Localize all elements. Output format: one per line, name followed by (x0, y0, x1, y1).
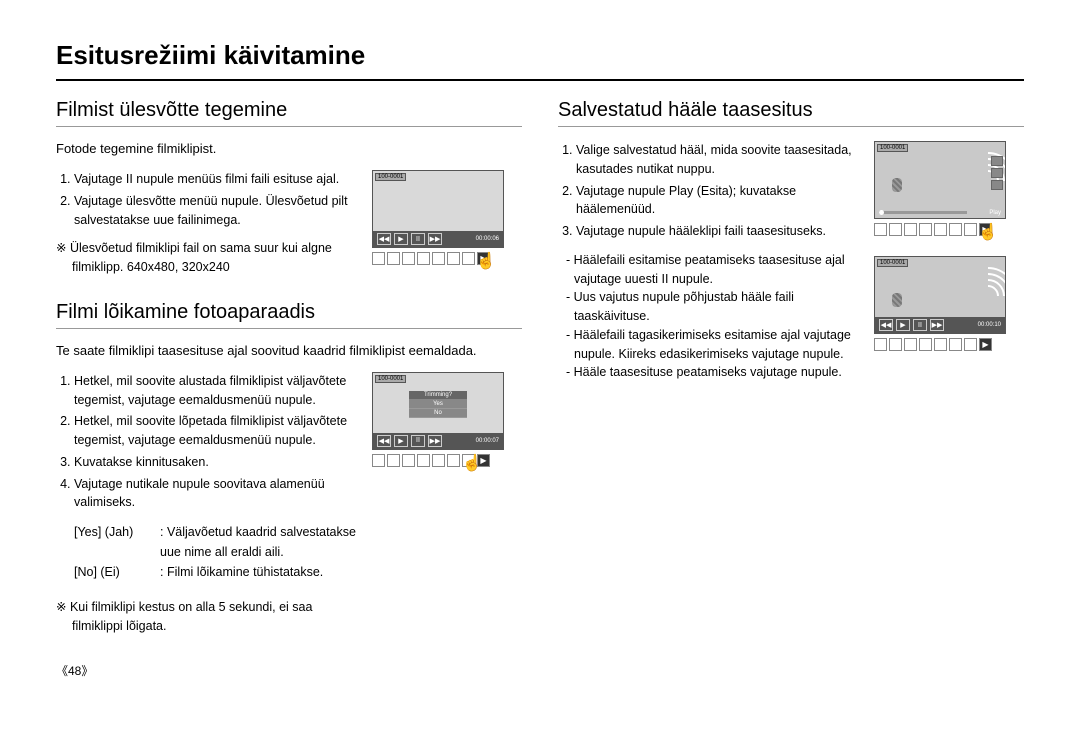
section1-intro: Fotode tegemine filmiklipist. (56, 141, 522, 156)
microphone-icon (889, 178, 905, 196)
page-title: Esitusrežiimi käivitamine (56, 40, 1024, 81)
sec1-thumbnail: 100-0001 ◀◀ ▶ II ▶▶ 00:00:06 (372, 170, 522, 265)
section2-intro: Te saate filmiklipi taasesituse ajal soo… (56, 343, 522, 358)
forward-icon: ▶▶ (428, 435, 442, 447)
time-label: 00:00:06 (476, 236, 499, 242)
sec3-b3: - Häälefaili tagasikerimiseks esitamise … (566, 326, 862, 364)
sec3-step2: Vajutage nupule Play (Esita); kuvatakse … (576, 182, 862, 220)
sec1-note: Ülesvõetud filmiklipi fail on sama suur … (56, 239, 360, 277)
hand-pointer-icon: ☝ (462, 453, 482, 473)
sec1-step2: Vajutage ülesvõtte menüü nupule. Ülesvõe… (74, 192, 360, 230)
sec3-b4: - Hääle taasesituse peatamiseks vajutage… (566, 363, 862, 382)
trim-yes: Yes (409, 400, 467, 409)
sec2-step1: Hetkel, mil soovite alustada filmiklipis… (74, 372, 360, 410)
trim-title: Trimming? (409, 391, 467, 400)
yes-val: : Väljavõetud kaadrid salvestatakse uue … (160, 522, 360, 562)
file-badge: 100-0001 (877, 144, 908, 152)
pause-icon: II (411, 435, 425, 447)
no-val: : Filmi lõikamine tühistatakse. (160, 562, 323, 582)
time-label: 00:00:07 (476, 438, 499, 444)
microphone-icon (889, 293, 905, 311)
page-number: 《48》 (56, 662, 1024, 679)
section1-heading: Filmist ülesvõtte tegemine (56, 99, 522, 127)
sec3-b1: - Häälefaili esitamise peatamiseks taase… (566, 251, 862, 289)
pause-icon: II (411, 233, 425, 245)
trim-no: No (409, 409, 467, 418)
play-label: Play (989, 210, 1001, 216)
sec2-step4: Vajutage nutikale nupule soovitava alame… (74, 475, 360, 513)
voice-thumb-1: 100-0001 Play (874, 141, 1024, 236)
file-badge: 100-0001 (877, 259, 908, 267)
sec2-thumbnail: 100-0001 Trimming? Yes No ◀◀ ▶ (372, 372, 522, 467)
sec2-note: Kui filmiklipi kestus on alla 5 sekundi,… (56, 598, 360, 636)
file-badge: 100-0001 (375, 173, 406, 181)
hand-pointer-icon: ☝ (978, 222, 998, 242)
section3-heading: Salvestatud hääle taasesitus (558, 99, 1024, 127)
arrow-right-icon: ▶ (979, 338, 992, 351)
sec1-step1: Vajutage II nupule menüüs filmi faili es… (74, 170, 360, 189)
yes-key: [Yes] (Jah) (74, 522, 160, 562)
hand-pointer-icon: ☝ (476, 251, 496, 271)
play-icon: ▶ (896, 319, 910, 331)
sec3-step3: Vajutage nupule hääleklipi faili taasesi… (576, 222, 862, 241)
play-icon: ▶ (394, 435, 408, 447)
rewind-icon: ◀◀ (377, 435, 391, 447)
right-column: Salvestatud hääle taasesitus Valige salv… (558, 99, 1024, 636)
file-badge: 100-0001 (375, 375, 406, 383)
play-icon: ▶ (394, 233, 408, 245)
rewind-icon: ◀◀ (879, 319, 893, 331)
pause-icon: II (913, 319, 927, 331)
sec3-step1: Valige salvestatud hääl, mida soovite ta… (576, 141, 862, 179)
time-label: 00:00:10 (978, 322, 1001, 328)
left-column: Filmist ülesvõtte tegemine Fotode tegemi… (56, 99, 522, 636)
sec3-b2: - Uus vajutus nupule põhjustab hääle fai… (566, 288, 862, 326)
voice-thumb-2: 100-0001 ◀◀ ▶ II ▶▶ (874, 256, 1024, 351)
sec2-step2: Hetkel, mil soovite lõpetada filmiklipis… (74, 412, 360, 450)
forward-icon: ▶▶ (428, 233, 442, 245)
forward-icon: ▶▶ (930, 319, 944, 331)
rewind-icon: ◀◀ (377, 233, 391, 245)
no-key: [No] (Ei) (74, 562, 160, 582)
sec2-step3: Kuvatakse kinnitusaken. (74, 453, 360, 472)
section2-heading: Filmi lõikamine fotoaparaadis (56, 301, 522, 329)
